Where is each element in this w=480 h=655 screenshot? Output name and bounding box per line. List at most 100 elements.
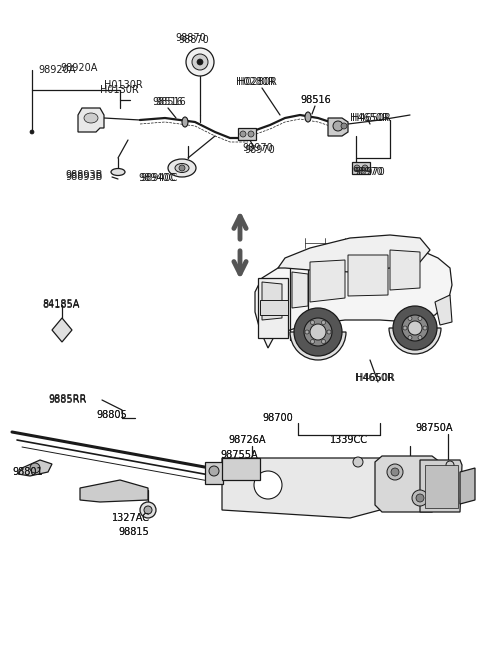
Circle shape <box>416 494 424 502</box>
Circle shape <box>408 321 422 335</box>
Polygon shape <box>78 108 104 132</box>
Text: 98870: 98870 <box>178 35 209 45</box>
Circle shape <box>192 54 208 70</box>
Circle shape <box>240 131 246 137</box>
Circle shape <box>322 320 325 324</box>
Text: 98970: 98970 <box>242 143 273 153</box>
Text: 98940C: 98940C <box>138 173 175 183</box>
Text: 98893B: 98893B <box>65 172 102 182</box>
Text: H0280R: H0280R <box>238 77 277 87</box>
Ellipse shape <box>305 112 311 122</box>
Bar <box>205 462 223 484</box>
Circle shape <box>333 121 343 131</box>
Circle shape <box>341 123 347 129</box>
Circle shape <box>403 326 407 330</box>
Circle shape <box>391 468 399 476</box>
Polygon shape <box>80 480 148 502</box>
Text: 98940C: 98940C <box>140 173 178 183</box>
Circle shape <box>353 457 363 467</box>
Ellipse shape <box>84 113 98 123</box>
Text: 98750A: 98750A <box>415 423 453 433</box>
Circle shape <box>408 316 412 320</box>
Circle shape <box>354 165 360 171</box>
Bar <box>258 278 288 338</box>
Text: 98516: 98516 <box>155 97 186 107</box>
Polygon shape <box>52 318 72 342</box>
Text: 98700: 98700 <box>262 413 293 423</box>
Text: H4650R: H4650R <box>356 373 395 383</box>
Circle shape <box>362 165 368 171</box>
Circle shape <box>294 308 342 356</box>
Polygon shape <box>310 260 345 302</box>
Bar <box>352 162 370 174</box>
Circle shape <box>30 130 34 134</box>
Circle shape <box>186 48 214 76</box>
Text: 98815: 98815 <box>118 527 149 537</box>
Text: 98750A: 98750A <box>415 423 453 433</box>
Text: 98755A: 98755A <box>220 450 258 460</box>
Circle shape <box>311 339 314 343</box>
Text: 98970: 98970 <box>244 145 275 155</box>
Polygon shape <box>420 460 462 512</box>
Text: 98801: 98801 <box>12 467 43 477</box>
Polygon shape <box>375 456 440 512</box>
Text: 84185A: 84185A <box>42 300 79 310</box>
Ellipse shape <box>168 159 196 177</box>
Polygon shape <box>348 255 388 296</box>
Text: 98805: 98805 <box>96 410 127 420</box>
Text: 98805: 98805 <box>96 410 127 420</box>
Circle shape <box>144 506 152 514</box>
Text: 98516: 98516 <box>300 95 331 105</box>
Ellipse shape <box>182 117 188 127</box>
Polygon shape <box>222 458 380 518</box>
Circle shape <box>423 326 427 330</box>
Text: H4650R: H4650R <box>352 113 391 123</box>
Text: 98516: 98516 <box>152 97 183 107</box>
Circle shape <box>30 463 40 473</box>
Text: 98815: 98815 <box>118 527 149 537</box>
Circle shape <box>248 131 254 137</box>
Circle shape <box>311 320 314 324</box>
Polygon shape <box>222 458 260 480</box>
Circle shape <box>412 490 428 506</box>
Ellipse shape <box>175 164 189 172</box>
Polygon shape <box>262 282 282 320</box>
Circle shape <box>310 324 326 340</box>
Bar <box>260 300 288 315</box>
Text: 98970: 98970 <box>354 167 385 177</box>
Text: H4650R: H4650R <box>355 373 394 383</box>
Circle shape <box>446 461 454 469</box>
Circle shape <box>322 339 325 343</box>
Polygon shape <box>425 465 458 508</box>
Text: 98893B: 98893B <box>65 170 102 180</box>
Text: 98700: 98700 <box>262 413 293 423</box>
Text: 98870: 98870 <box>175 33 206 43</box>
Text: 1339CC: 1339CC <box>330 435 368 445</box>
Text: 9885RR: 9885RR <box>48 395 86 405</box>
Circle shape <box>418 316 422 320</box>
Circle shape <box>179 165 185 171</box>
Polygon shape <box>328 118 348 136</box>
Text: H0130R: H0130R <box>104 80 143 90</box>
Text: 98920A: 98920A <box>60 63 97 73</box>
Text: 1327AC: 1327AC <box>112 513 150 523</box>
Circle shape <box>209 466 219 476</box>
Text: 9885RR: 9885RR <box>48 394 86 404</box>
Polygon shape <box>390 250 420 290</box>
Text: 84185A: 84185A <box>42 299 79 309</box>
Ellipse shape <box>111 168 125 176</box>
Circle shape <box>418 335 422 339</box>
Text: H0130R: H0130R <box>100 85 139 95</box>
Text: 98726A: 98726A <box>228 435 265 445</box>
Text: 1327AC: 1327AC <box>112 513 150 523</box>
Text: 98755A: 98755A <box>220 450 258 460</box>
Text: 98920A: 98920A <box>38 65 75 75</box>
Circle shape <box>197 59 203 65</box>
Polygon shape <box>292 272 308 308</box>
Circle shape <box>305 330 309 334</box>
Circle shape <box>408 335 412 339</box>
Circle shape <box>387 464 403 480</box>
Text: 98970: 98970 <box>352 167 383 177</box>
Bar <box>238 128 256 140</box>
Text: 98516: 98516 <box>300 95 331 105</box>
